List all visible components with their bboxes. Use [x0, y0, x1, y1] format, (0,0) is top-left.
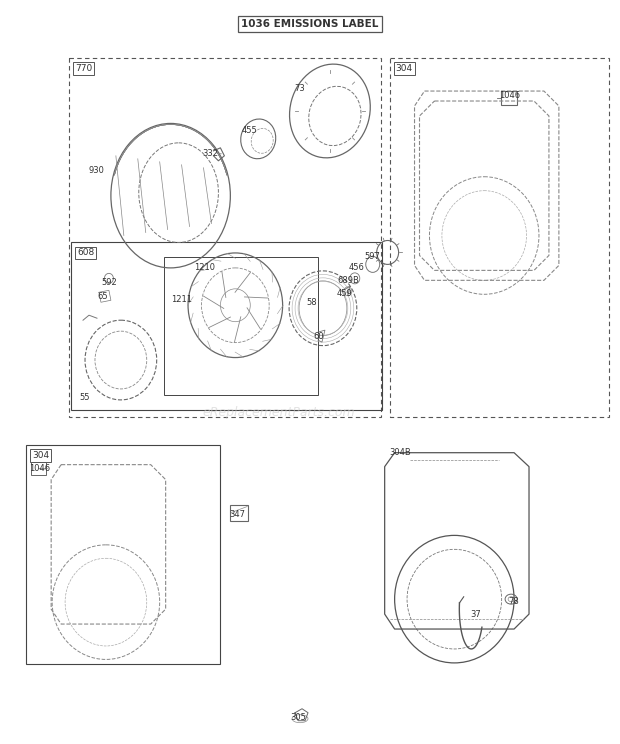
Text: 1036 EMISSIONS LABEL: 1036 EMISSIONS LABEL [241, 19, 379, 29]
Text: 1046: 1046 [29, 464, 50, 472]
Text: eReplacementParts.com: eReplacementParts.com [203, 406, 355, 420]
Bar [31, 462, 46, 475]
Text: 1211: 1211 [170, 295, 192, 304]
Bar [71, 243, 382, 410]
Text: 1046: 1046 [499, 91, 520, 100]
Text: 770: 770 [75, 64, 92, 73]
Text: 304: 304 [396, 64, 413, 73]
Bar [389, 58, 609, 417]
Text: 347: 347 [229, 510, 246, 519]
Text: 73: 73 [294, 84, 305, 93]
Bar [164, 257, 318, 395]
Text: 1210: 1210 [195, 263, 216, 272]
Text: 689B: 689B [337, 276, 359, 286]
Text: 55: 55 [79, 393, 89, 402]
Text: 58: 58 [306, 298, 317, 307]
Text: 608: 608 [77, 248, 94, 257]
Text: 332: 332 [203, 149, 218, 158]
Bar [501, 91, 517, 105]
Text: 455: 455 [241, 126, 257, 135]
Text: 305: 305 [290, 713, 306, 722]
Bar [69, 58, 381, 417]
Text: 37: 37 [471, 610, 481, 619]
Bar [231, 504, 248, 522]
Text: 459: 459 [337, 289, 353, 298]
Text: 597: 597 [365, 252, 381, 261]
Text: 930: 930 [89, 166, 105, 175]
Text: 65: 65 [97, 292, 108, 301]
Text: 60: 60 [313, 332, 324, 341]
Text: 456: 456 [349, 263, 365, 272]
Text: 304B: 304B [389, 448, 412, 457]
Text: 592: 592 [101, 278, 117, 287]
Text: 78: 78 [508, 597, 519, 606]
Bar [26, 445, 220, 664]
Text: 304: 304 [32, 451, 50, 460]
